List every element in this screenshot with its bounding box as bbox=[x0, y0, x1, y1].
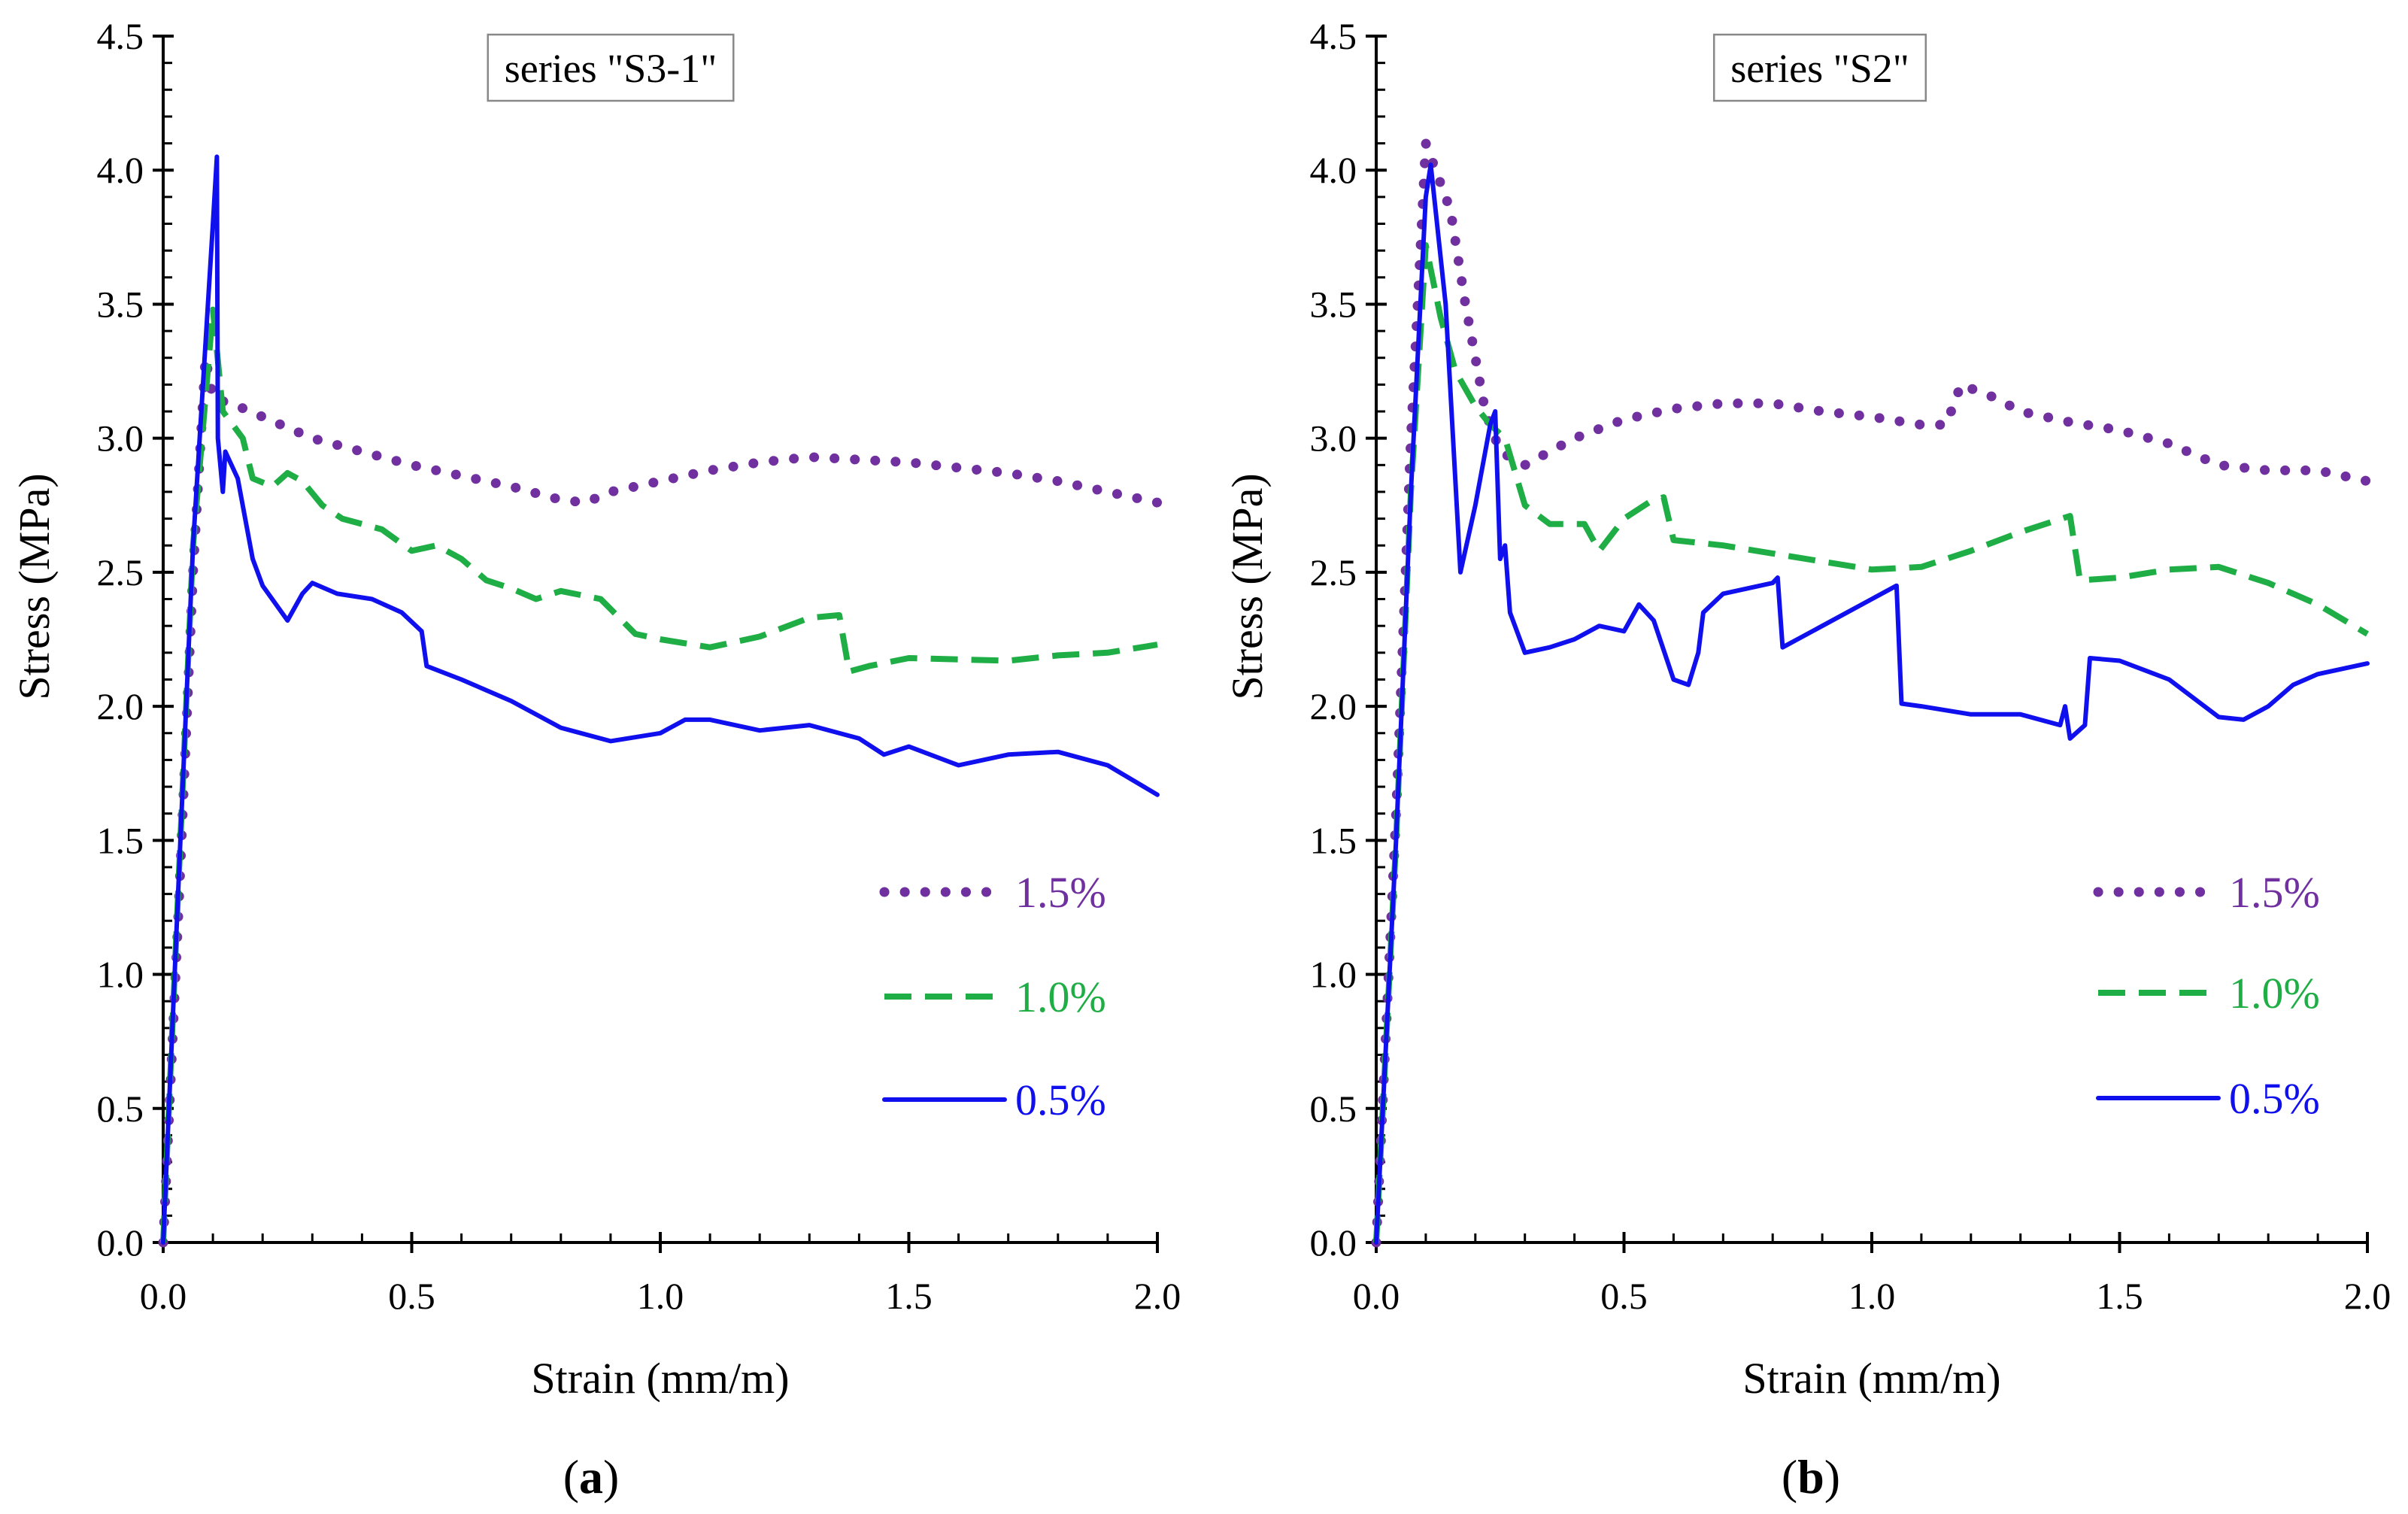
legend-label: 0.5% bbox=[1015, 1076, 1106, 1124]
x-tick-label: 0.5 bbox=[1600, 1275, 1648, 1317]
x-tick-label: 2.0 bbox=[1134, 1275, 1181, 1317]
x-axis-title: Strain (mm/m) bbox=[1742, 1354, 2000, 1403]
y-tick-label: 1.0 bbox=[1310, 954, 1357, 996]
panel-letter: (b) bbox=[1782, 1450, 1840, 1503]
x-tick-label: 1.5 bbox=[2096, 1275, 2143, 1317]
x-tick-label: 2.0 bbox=[2344, 1275, 2391, 1317]
legend-label: 1.0% bbox=[1015, 972, 1106, 1021]
y-tick-label: 0.5 bbox=[1310, 1088, 1357, 1130]
x-axis-title: Strain (mm/m) bbox=[531, 1354, 789, 1403]
y-tick-label: 4.5 bbox=[97, 15, 144, 57]
y-tick-label: 4.0 bbox=[97, 149, 144, 191]
panel-title: series "S3-1" bbox=[505, 46, 717, 91]
y-tick-label: 0.0 bbox=[97, 1221, 144, 1264]
y-axis-title: Stress (MPa) bbox=[10, 473, 59, 699]
y-tick-label: 2.0 bbox=[97, 685, 144, 727]
y-tick-label: 1.0 bbox=[97, 954, 144, 996]
series-line-0-5pct bbox=[1374, 162, 2370, 1245]
y-axis-title: Stress (MPa) bbox=[1223, 473, 1272, 699]
y-tick-label: 2.0 bbox=[1310, 685, 1357, 727]
y-tick-label: 1.5 bbox=[1310, 819, 1357, 861]
x-tick-label: 1.5 bbox=[885, 1275, 933, 1317]
y-tick-label: 3.5 bbox=[1310, 283, 1357, 325]
legend-label: 1.5% bbox=[1015, 868, 1106, 917]
x-tick-label: 1.0 bbox=[637, 1275, 684, 1317]
panel-title: series "S2" bbox=[1730, 46, 1909, 91]
y-tick-label: 3.5 bbox=[97, 283, 144, 325]
y-tick-label: 0.0 bbox=[1310, 1221, 1357, 1264]
x-tick-label: 0.0 bbox=[140, 1275, 187, 1317]
x-tick-label: 0.5 bbox=[388, 1275, 435, 1317]
series-line-1-0pct bbox=[160, 306, 1158, 1243]
y-tick-label: 2.5 bbox=[97, 551, 144, 593]
y-tick-label: 4.5 bbox=[1310, 15, 1357, 57]
y-tick-label: 3.0 bbox=[97, 417, 144, 460]
y-tick-label: 4.0 bbox=[1310, 149, 1357, 191]
chart-panel-a: 0.0 0.5 1.0 1.5 2.0 2.5 3.0 3.5 4.0 4.5 0.0 0.5 1.0 1… bbox=[10, 15, 1181, 1503]
x-tick-label: 1.0 bbox=[1848, 1275, 1896, 1317]
legend-label: 1.5% bbox=[2229, 868, 2320, 917]
series-line-1-0pct bbox=[1373, 242, 2370, 1243]
x-tick-label: 0.0 bbox=[1353, 1275, 1400, 1317]
chart-panel-b: 0.0 0.5 1.0 1.5 2.0 2.5 3.0 3.5 4.0 4.5 0.0 0.5 1.0 1… bbox=[1223, 15, 2391, 1503]
panel-letter: (a) bbox=[563, 1450, 620, 1503]
y-tick-label: 3.0 bbox=[1310, 417, 1357, 460]
y-tick-label: 0.5 bbox=[97, 1088, 144, 1130]
series-line-1-5pct bbox=[1371, 138, 2373, 1248]
series-line-1-5pct bbox=[158, 353, 1163, 1248]
legend-label: 1.0% bbox=[2229, 969, 2320, 1018]
panel-title-box bbox=[487, 33, 735, 102]
y-tick-label: 2.5 bbox=[1310, 551, 1357, 593]
panel-title-box bbox=[1712, 33, 1927, 102]
y-tick-label: 1.5 bbox=[97, 819, 144, 861]
series-line-0-5pct bbox=[161, 154, 1160, 1245]
legend-label: 0.5% bbox=[2229, 1074, 2320, 1123]
